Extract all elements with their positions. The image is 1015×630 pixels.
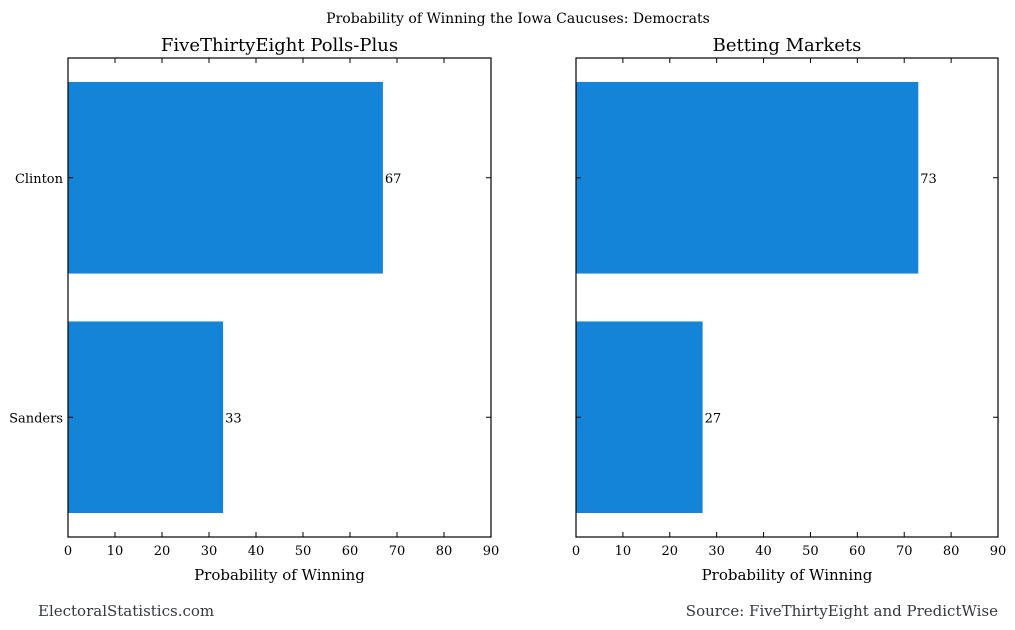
x-tick-label: 70	[389, 544, 406, 559]
data-label-sanders: 33	[225, 411, 242, 426]
chart-panels: FiveThirtyEight Polls-Plus 67 Clinton 33 San…	[9, 35, 1006, 584]
bar-sanders	[68, 321, 224, 514]
plot-frame	[575, 57, 999, 538]
x-axis-label: Probability of Winning	[194, 566, 365, 584]
x-tick-label: 80	[943, 544, 960, 559]
x-axis-label: Probability of Winning	[702, 566, 873, 584]
x-tick-label: 10	[615, 544, 632, 559]
x-tick-label: 30	[201, 544, 218, 559]
panel-title: FiveThirtyEight Polls-Plus	[161, 35, 398, 56]
data-label-sanders: 27	[705, 411, 722, 426]
x-tick-label: 0	[64, 544, 72, 559]
data-label-clinton: 67	[385, 172, 402, 187]
data-label-clinton: 73	[920, 172, 937, 187]
x-tick-label: 10	[107, 544, 124, 559]
footer-source-credit: Source: FiveThirtyEight and PredictWise	[686, 602, 998, 620]
bar-sanders	[576, 321, 703, 514]
figure-title: Probability of Winning the Iowa Caucuses…	[326, 11, 710, 27]
panel-title: Betting Markets	[713, 35, 862, 56]
x-tick-label: 80	[436, 544, 453, 559]
bar-clinton	[576, 81, 919, 274]
x-tick-label: 50	[802, 544, 819, 559]
x-tick-label: 20	[154, 544, 171, 559]
category-label-clinton: Clinton	[15, 172, 64, 187]
x-tick-label: 90	[990, 544, 1007, 559]
x-tick-label: 20	[662, 544, 679, 559]
bar-clinton	[68, 81, 383, 274]
plot-frame	[67, 57, 492, 538]
x-tick-label: 60	[849, 544, 866, 559]
x-tick-label: 40	[755, 544, 772, 559]
chart-panel-2: Betting Markets 73 27 0 10 20 30 40 50 60 70 80 90 Pr…	[572, 35, 1006, 584]
x-tick-label: 60	[342, 544, 359, 559]
chart-panel-1: FiveThirtyEight Polls-Plus 67 Clinton 33 San…	[9, 35, 499, 584]
x-tick-label: 30	[708, 544, 725, 559]
x-tick-label: 50	[295, 544, 312, 559]
footer-site-credit: ElectoralStatistics.com	[38, 602, 214, 620]
x-tick-label: 0	[572, 544, 580, 559]
category-label-sanders: Sanders	[9, 411, 63, 426]
x-tick-label: 40	[248, 544, 265, 559]
x-tick-label: 70	[896, 544, 913, 559]
x-tick-label: 90	[483, 544, 500, 559]
